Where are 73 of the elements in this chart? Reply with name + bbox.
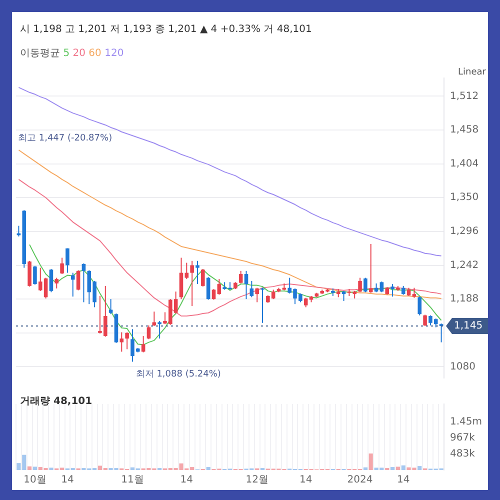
y-tick-label: 1,404 (450, 158, 479, 170)
bar (401, 465, 406, 470)
annotation: 최고 1,447 (-20.87%) (18, 133, 112, 144)
candlestick (364, 277, 368, 293)
candlestick (244, 270, 248, 300)
candlestick (250, 280, 254, 298)
candlestick (120, 332, 124, 352)
candlestick (206, 276, 210, 300)
x-tick-label: 14 (299, 474, 312, 486)
bar (390, 467, 395, 470)
candlestick (196, 260, 200, 285)
bar (206, 467, 210, 470)
candlestick (108, 298, 113, 315)
y-tick-label: 1,296 (450, 226, 479, 238)
candlestick (238, 270, 243, 284)
x-tick-label: 14 (61, 474, 74, 486)
y-tick-label: 1,188 (450, 294, 479, 305)
y-tick-label: 1080 (450, 361, 476, 372)
candlestick (60, 257, 64, 275)
candlestick (66, 248, 70, 274)
x-tick-label: 2024 (347, 474, 373, 486)
bar (363, 467, 368, 470)
x-tick-label: 14 (397, 474, 410, 486)
candlestick (76, 270, 80, 291)
y-tick-label: 1,512 (450, 90, 479, 102)
candlestick (423, 314, 427, 327)
candlestick (212, 288, 216, 300)
candlestick (184, 262, 189, 280)
candlestick (358, 277, 362, 293)
y-tick-label: 483k (450, 448, 476, 460)
x-tick-label: 14 (180, 474, 194, 486)
candlestick (342, 290, 346, 302)
x-tick-label: 10월 (24, 474, 46, 486)
candlestick (33, 265, 37, 286)
candlestick (304, 297, 308, 308)
annotation: 최저 1,088 (5.24%) (136, 369, 221, 380)
candlestick (70, 272, 75, 298)
x-tick-label: 11월 (121, 474, 144, 486)
candlestick (146, 324, 151, 340)
text: 60 (88, 48, 102, 59)
chart-subtitle: 시 1,198 고 1,201 저 1,193 종 1,201 ▲ 4 +0.33% 거 48,101 (20, 23, 312, 36)
bar (396, 466, 400, 470)
bar (32, 466, 37, 470)
y-tick-label: 1,458 (450, 124, 479, 136)
ref-line-label: 1,145 (454, 320, 483, 332)
candlestick (412, 287, 416, 298)
text: 20 (72, 48, 86, 59)
candlestick (141, 336, 146, 353)
candlestick (190, 260, 194, 306)
legend-title: 이동평균 (20, 48, 60, 59)
candlestick (255, 287, 259, 303)
bar (28, 466, 32, 470)
bar (368, 454, 373, 470)
x-tick-label: 12월 (246, 474, 268, 486)
candlestick (49, 268, 54, 293)
y-tick-label: 1,350 (450, 192, 479, 204)
candlestick (54, 277, 59, 289)
y-tick-label: 1,242 (450, 260, 479, 271)
candlestick (201, 268, 205, 288)
candlestick (217, 278, 222, 296)
candlestick (82, 262, 86, 303)
candlestick (390, 284, 394, 298)
candlestick (368, 243, 373, 294)
candlestick (418, 296, 422, 316)
candlestick (125, 332, 129, 350)
text: Linear (458, 67, 486, 78)
bar (418, 466, 422, 470)
candlestick (380, 281, 384, 293)
text: 5 (63, 48, 70, 59)
y-tick-label: 1.45m (450, 416, 482, 428)
chart-title: 거래량 48,101 (20, 396, 92, 407)
text: 120 (104, 48, 124, 59)
y-tick-label: 967k (450, 432, 476, 444)
